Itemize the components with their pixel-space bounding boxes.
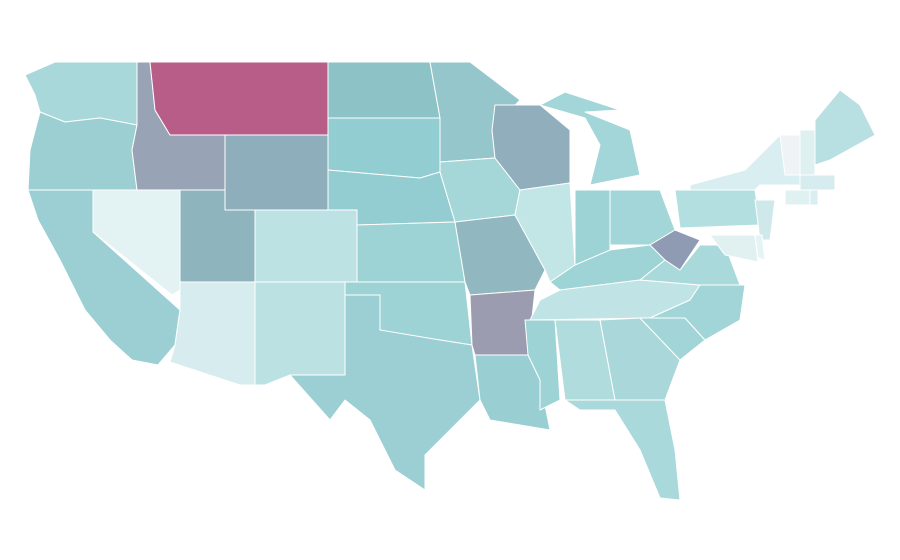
state-region: [539, 91, 641, 186]
state-region: [649, 229, 701, 271]
state-region: [784, 189, 811, 206]
state-region: [149, 61, 329, 136]
state-region: [289, 294, 481, 491]
state-region: [809, 189, 819, 206]
state-region: [814, 89, 876, 166]
state-region: [327, 117, 441, 179]
state-region: [327, 61, 441, 119]
state-region: [649, 284, 746, 341]
state-region: [754, 199, 776, 241]
state-region: [799, 129, 816, 176]
state-region: [224, 134, 329, 211]
state-region: [599, 317, 681, 401]
state-region: [254, 281, 346, 386]
state-region: [674, 189, 761, 229]
state-region: [254, 209, 358, 283]
state-region: [27, 111, 138, 191]
state-region: [564, 399, 681, 501]
state-region: [356, 221, 466, 283]
state-region: [169, 281, 256, 386]
state-region: [709, 234, 759, 263]
state-region: [799, 174, 836, 191]
regions: [24, 61, 876, 501]
state-region: [754, 234, 766, 261]
